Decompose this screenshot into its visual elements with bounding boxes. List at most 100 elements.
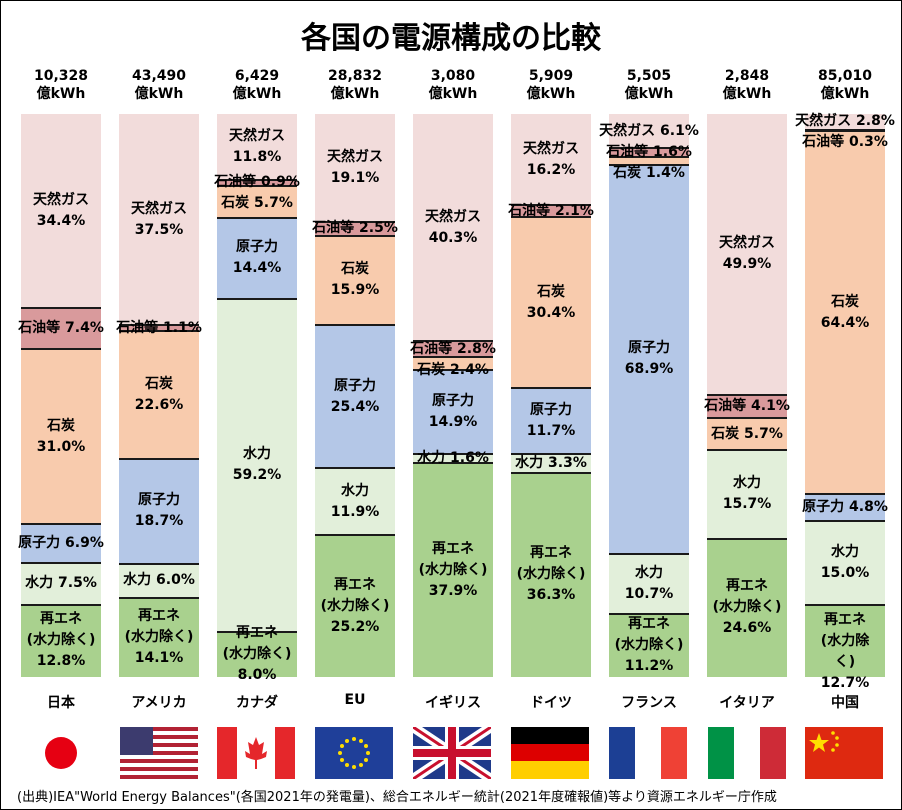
segment-separator — [707, 417, 787, 420]
segment-separator — [217, 216, 297, 219]
label-series-name: 石油等 — [18, 320, 61, 336]
category-label: アメリカ — [131, 695, 187, 711]
label-value: 1.6% — [450, 450, 489, 467]
label-series-name: 再エネ (水力除く) — [614, 615, 684, 653]
segment-separator — [217, 630, 297, 633]
label-value: 12.7% — [820, 674, 870, 691]
label-series-name: 天然ガス — [599, 122, 656, 139]
data-label: 水力 15.7% — [723, 473, 772, 515]
category-label: 日本 — [47, 695, 75, 711]
bar-segment — [805, 605, 885, 677]
bar-segment — [609, 157, 689, 166]
segment-separator — [511, 204, 591, 207]
data-label: 水力 15.0% — [821, 542, 870, 584]
label-series-name: 水力 — [417, 450, 446, 467]
data-label: 水力 6.0% — [123, 570, 195, 591]
bar-segment — [413, 356, 493, 371]
label-value: 68.9% — [624, 361, 674, 378]
label-value: 14.1% — [134, 649, 184, 666]
data-label: 水力 11.9% — [331, 481, 380, 523]
total-unit: 億kWh — [134, 86, 184, 102]
label-series-name: 再エネ (水力除く) — [320, 576, 390, 614]
segment-separator — [217, 179, 297, 182]
label-series-name: 天然ガス — [719, 235, 775, 252]
label-value: 11.2% — [624, 657, 674, 674]
label-value: 14.4% — [232, 260, 282, 277]
bar-segment — [217, 114, 297, 181]
segment-separator — [315, 534, 395, 537]
label-series-name: 天然ガス — [425, 208, 481, 225]
data-label: 石炭 64.4% — [821, 292, 870, 334]
bar-segment — [707, 418, 787, 451]
segment-separator — [609, 552, 689, 555]
data-label: 天然ガス 37.5% — [131, 199, 187, 241]
label-value: 49.9% — [722, 256, 772, 273]
data-label: 石炭 22.6% — [135, 374, 184, 416]
segment-separator — [609, 156, 689, 159]
label-value: 36.3% — [526, 587, 576, 604]
bar-segment — [707, 538, 787, 677]
label-series-name: 石油等 — [312, 220, 355, 237]
flag-japan — [22, 727, 100, 779]
data-label: 石炭 2.4% — [417, 360, 489, 381]
total-unit: 億kWh — [526, 86, 576, 102]
data-label: 石油等 1.6% — [606, 142, 692, 163]
segment-separator — [805, 128, 885, 131]
data-label: 石油等 2.8% — [410, 339, 496, 360]
category-label: イタリア — [719, 695, 775, 711]
label-value: 64.4% — [820, 314, 870, 331]
label-value: 5.7% — [254, 195, 293, 212]
segment-separator — [805, 493, 885, 496]
segment-separator — [413, 355, 493, 358]
data-label: 原子力 4.8% — [802, 497, 888, 518]
bar-segment — [217, 298, 297, 632]
label-value: 1.4% — [646, 165, 685, 182]
data-label: 再エネ (水力除く) 25.2% — [321, 575, 390, 638]
segment-separator — [119, 457, 199, 460]
label-series-name: 再エネ (水力除く) — [222, 624, 292, 662]
data-label: 再エネ (水力除く) 12.8% — [27, 609, 96, 672]
segment-separator — [707, 393, 787, 396]
label-series-name: 原子力 — [137, 492, 180, 509]
bar-segment — [511, 472, 591, 677]
segment-separator — [511, 453, 591, 456]
segment-separator — [119, 330, 199, 333]
label-value: 30.4% — [526, 304, 576, 321]
bar-segment — [21, 349, 101, 524]
bar-segment — [119, 331, 199, 459]
label-value: 7.5% — [58, 575, 97, 592]
flag-france — [609, 727, 687, 779]
segment-separator — [413, 462, 493, 465]
label-series-name: 石油等 — [606, 144, 649, 161]
label-value: 4.8% — [849, 499, 888, 516]
data-label: 水力 7.5% — [25, 573, 97, 594]
data-label: 原子力 14.4% — [233, 237, 282, 279]
data-label: 石炭 15.9% — [331, 259, 380, 301]
total-label: 3,080 — [430, 68, 476, 84]
bar-segment — [217, 217, 297, 299]
label-series-name: 原子力 — [802, 499, 845, 516]
segment-separator — [707, 449, 787, 452]
label-series-name: 原子力 — [333, 377, 376, 394]
total-unit: 億kWh — [232, 86, 282, 102]
bar-segment — [511, 205, 591, 218]
label-series-name: 石油等 — [116, 319, 159, 336]
bar-segment — [217, 185, 297, 218]
segment-separator — [21, 306, 101, 309]
label-value: 0.9% — [261, 174, 300, 191]
data-label: 再エネ (水力除く) 8.0% — [223, 623, 292, 686]
data-label: 原子力 18.7% — [135, 490, 184, 532]
bar-segment — [805, 131, 885, 494]
segment-separator — [609, 147, 689, 150]
label-value: 11.7% — [526, 423, 576, 440]
label-series-name: 再エネ (水力除く) — [516, 545, 586, 583]
label-value: 2.1% — [555, 202, 594, 219]
flag-eu — [315, 727, 393, 779]
bar-segment — [315, 535, 395, 677]
label-value: 11.9% — [330, 503, 380, 520]
label-series-name: 原子力 — [529, 402, 572, 419]
segment-separator — [511, 471, 591, 474]
category-label: カナダ — [236, 695, 278, 711]
bar-segment — [413, 341, 493, 357]
bar-segment — [119, 597, 199, 677]
